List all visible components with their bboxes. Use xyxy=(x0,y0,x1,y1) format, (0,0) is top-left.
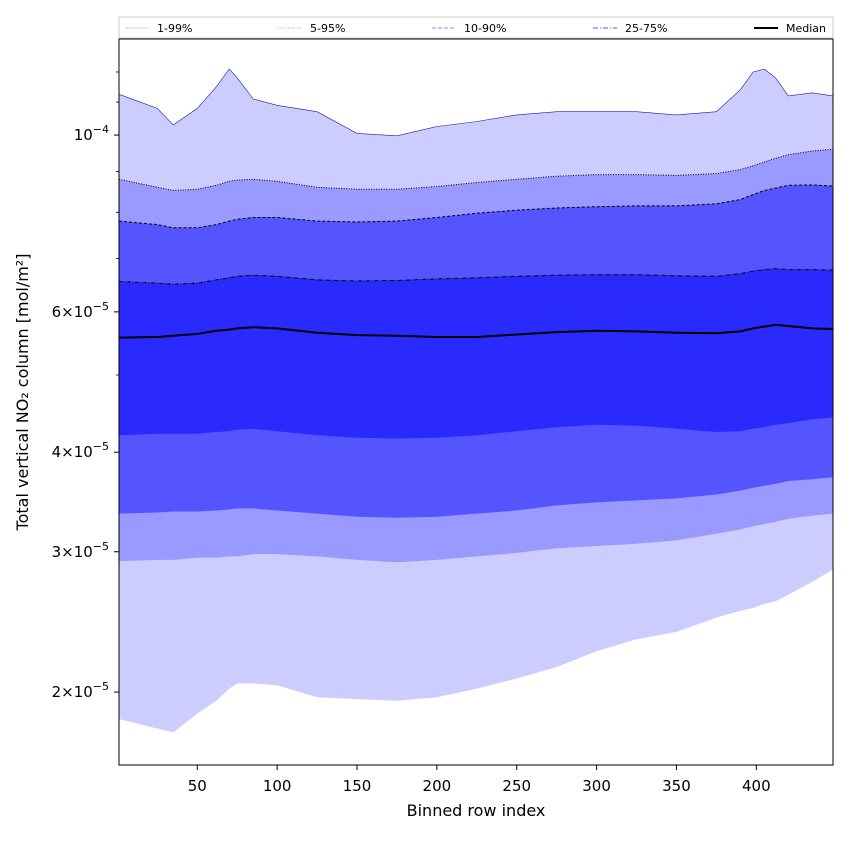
legend-label: 10-90% xyxy=(464,22,506,35)
legend-label: 1-99% xyxy=(157,22,192,35)
x-tick-label: 350 xyxy=(662,777,691,795)
y-tick-label: 2×10−5 xyxy=(52,680,109,701)
legend-label: 5-95% xyxy=(310,22,345,35)
x-tick-label: 200 xyxy=(423,777,452,795)
band-edges xyxy=(118,68,834,285)
band-upper-edge-25-75pct xyxy=(118,268,834,285)
plot-area xyxy=(118,38,834,766)
legend: 1-99% 5-95% 10-90% 25-75% Median xyxy=(118,16,834,39)
x-tick-label: 50 xyxy=(188,777,207,795)
legend-label: 25-75% xyxy=(625,22,667,35)
band-upper-edge-5-95pct xyxy=(118,148,834,192)
x-tick-label: 150 xyxy=(343,777,372,795)
x-axis-ticks: 50 100 150 200 250 300 350 400 xyxy=(188,765,771,795)
y-tick-label: 6×10−5 xyxy=(52,300,109,321)
y-tick-label: 10−4 xyxy=(74,123,109,144)
percentile-bands xyxy=(119,69,833,733)
band-upper-edge-1-99pct xyxy=(118,68,834,137)
y-tick-label: 3×10−5 xyxy=(52,540,109,561)
band-25-75pct xyxy=(119,268,833,439)
x-tick-label: 250 xyxy=(502,777,531,795)
band-upper-edge-10-90pct xyxy=(118,184,834,229)
x-tick-label: 400 xyxy=(742,777,771,795)
legend-box xyxy=(118,16,834,39)
x-axis-label: Binned row index xyxy=(407,801,546,820)
x-tick-label: 100 xyxy=(263,777,292,795)
y-axis-label: Total vertical NO₂ column [mol/m²] xyxy=(13,254,32,532)
x-tick-label: 300 xyxy=(582,777,611,795)
y-axis-ticks: 2×10−5 3×10−5 4×10−5 6×10−5 10−4 xyxy=(52,71,119,701)
plot-frame xyxy=(118,38,834,766)
median-line xyxy=(118,323,834,339)
legend-label: Median xyxy=(786,22,826,35)
y-tick-label: 4×10−5 xyxy=(52,440,109,461)
